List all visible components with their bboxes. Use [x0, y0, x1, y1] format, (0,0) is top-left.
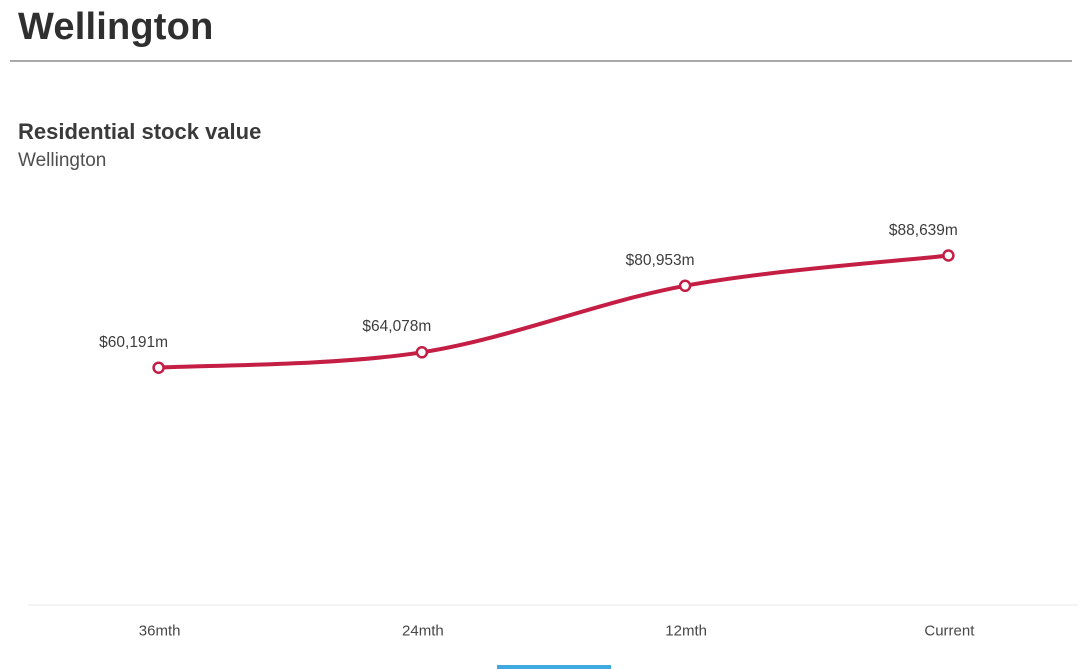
x-axis-label: Current — [924, 622, 975, 640]
data-point-label: $64,078m — [362, 318, 432, 336]
chart-title: Residential stock value — [18, 119, 262, 144]
data-point-marker-Current[interactable] — [942, 249, 955, 262]
data-point-marker-36mth[interactable] — [152, 361, 165, 374]
data-point-label: $60,191m — [99, 333, 169, 351]
data-point-marker-24mth[interactable] — [415, 346, 429, 359]
data-point-label: $80,953m — [625, 251, 695, 269]
x-axis-label: 12mth — [665, 622, 707, 640]
header-divider — [10, 60, 1072, 62]
bottom-progress-bar — [497, 665, 611, 669]
data-point-label: $88,639m — [888, 221, 958, 239]
chart-subtitle: Wellington — [18, 150, 107, 171]
page-title: Wellington — [18, 6, 214, 48]
trend-line — [156, 253, 951, 370]
data-point-marker-12mth[interactable] — [678, 279, 692, 293]
x-axis-label: 24mth — [402, 622, 444, 640]
x-axis-label: 36mth — [138, 622, 181, 640]
